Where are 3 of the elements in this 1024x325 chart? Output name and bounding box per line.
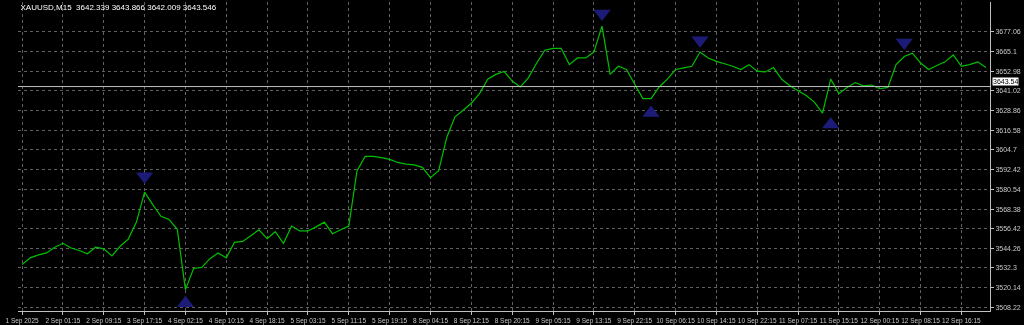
point (593, 9, 611, 22)
chart-title: XAUUSD,M15 3642.339 3643.866 3642.009 3643.546 (20, 3, 217, 13)
line-series (21, 25, 987, 291)
